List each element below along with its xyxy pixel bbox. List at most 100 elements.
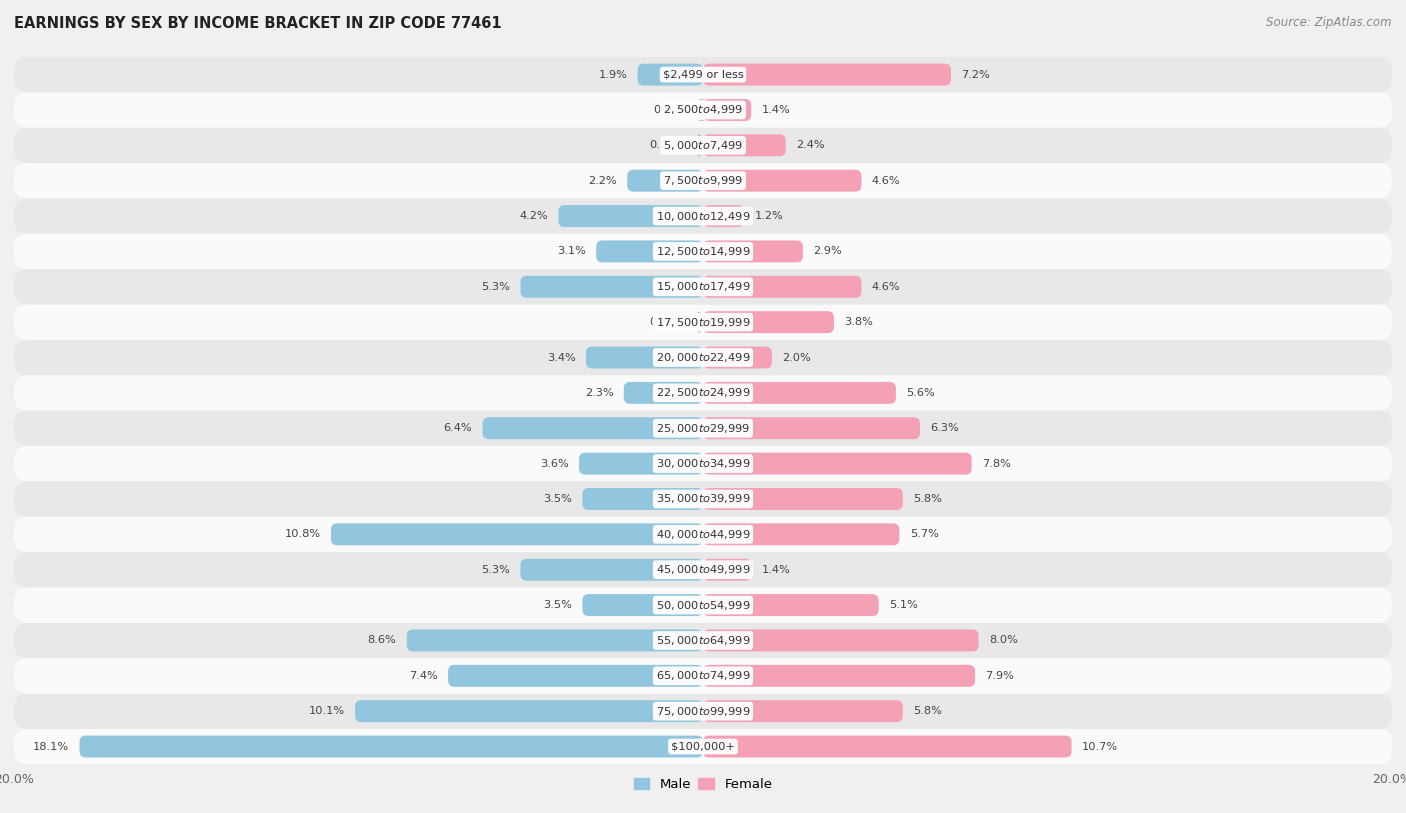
FancyBboxPatch shape <box>14 623 1392 659</box>
FancyBboxPatch shape <box>696 134 703 156</box>
Text: 1.9%: 1.9% <box>599 70 627 80</box>
Text: 10.1%: 10.1% <box>309 706 344 716</box>
FancyBboxPatch shape <box>703 700 903 722</box>
Text: $100,000+: $100,000+ <box>671 741 735 751</box>
FancyBboxPatch shape <box>703 417 920 439</box>
FancyBboxPatch shape <box>627 170 703 192</box>
Text: $25,000 to $29,999: $25,000 to $29,999 <box>655 422 751 435</box>
Text: 10.8%: 10.8% <box>284 529 321 539</box>
Text: 5.3%: 5.3% <box>481 565 510 575</box>
FancyBboxPatch shape <box>637 63 703 85</box>
Text: 1.4%: 1.4% <box>762 565 790 575</box>
FancyBboxPatch shape <box>703 488 903 510</box>
Text: 8.6%: 8.6% <box>368 636 396 646</box>
FancyBboxPatch shape <box>14 375 1392 411</box>
FancyBboxPatch shape <box>14 234 1392 269</box>
Text: $75,000 to $99,999: $75,000 to $99,999 <box>655 705 751 718</box>
FancyBboxPatch shape <box>703 382 896 404</box>
FancyBboxPatch shape <box>703 276 862 298</box>
FancyBboxPatch shape <box>14 57 1392 92</box>
FancyBboxPatch shape <box>14 128 1392 163</box>
Text: $22,500 to $24,999: $22,500 to $24,999 <box>655 386 751 399</box>
FancyBboxPatch shape <box>449 665 703 687</box>
Text: $7,500 to $9,999: $7,500 to $9,999 <box>664 174 742 187</box>
Text: 2.4%: 2.4% <box>796 141 825 150</box>
Text: $10,000 to $12,499: $10,000 to $12,499 <box>655 210 751 223</box>
FancyBboxPatch shape <box>582 594 703 616</box>
Text: $65,000 to $74,999: $65,000 to $74,999 <box>655 669 751 682</box>
FancyBboxPatch shape <box>696 311 703 333</box>
FancyBboxPatch shape <box>582 488 703 510</box>
Text: 5.6%: 5.6% <box>907 388 935 398</box>
FancyBboxPatch shape <box>14 587 1392 623</box>
Text: Source: ZipAtlas.com: Source: ZipAtlas.com <box>1267 16 1392 29</box>
FancyBboxPatch shape <box>14 163 1392 198</box>
FancyBboxPatch shape <box>14 411 1392 446</box>
Text: $30,000 to $34,999: $30,000 to $34,999 <box>655 457 751 470</box>
FancyBboxPatch shape <box>14 198 1392 234</box>
FancyBboxPatch shape <box>356 700 703 722</box>
FancyBboxPatch shape <box>703 524 900 546</box>
FancyBboxPatch shape <box>624 382 703 404</box>
Text: $55,000 to $64,999: $55,000 to $64,999 <box>655 634 751 647</box>
FancyBboxPatch shape <box>703 346 772 368</box>
Text: 3.5%: 3.5% <box>543 494 572 504</box>
FancyBboxPatch shape <box>14 446 1392 481</box>
FancyBboxPatch shape <box>703 665 976 687</box>
Text: 2.0%: 2.0% <box>782 353 811 363</box>
Text: 6.3%: 6.3% <box>931 424 959 433</box>
Text: 7.4%: 7.4% <box>409 671 437 680</box>
Text: $2,499 or less: $2,499 or less <box>662 70 744 80</box>
Text: 3.1%: 3.1% <box>557 246 586 256</box>
Text: EARNINGS BY SEX BY INCOME BRACKET IN ZIP CODE 77461: EARNINGS BY SEX BY INCOME BRACKET IN ZIP… <box>14 16 502 31</box>
Text: 3.5%: 3.5% <box>543 600 572 610</box>
Text: $17,500 to $19,999: $17,500 to $19,999 <box>655 315 751 328</box>
Text: $15,000 to $17,499: $15,000 to $17,499 <box>655 280 751 293</box>
Text: 4.6%: 4.6% <box>872 176 900 185</box>
FancyBboxPatch shape <box>14 659 1392 693</box>
FancyBboxPatch shape <box>703 99 751 121</box>
Text: 8.0%: 8.0% <box>988 636 1018 646</box>
FancyBboxPatch shape <box>14 517 1392 552</box>
Text: 1.2%: 1.2% <box>755 211 783 221</box>
FancyBboxPatch shape <box>14 481 1392 517</box>
Text: 1.4%: 1.4% <box>762 105 790 115</box>
FancyBboxPatch shape <box>14 92 1392 128</box>
FancyBboxPatch shape <box>703 311 834 333</box>
Legend: Male, Female: Male, Female <box>628 773 778 797</box>
Text: 10.7%: 10.7% <box>1083 741 1118 751</box>
Text: 7.2%: 7.2% <box>962 70 990 80</box>
FancyBboxPatch shape <box>520 276 703 298</box>
FancyBboxPatch shape <box>558 205 703 227</box>
Text: 3.4%: 3.4% <box>547 353 575 363</box>
FancyBboxPatch shape <box>14 693 1392 729</box>
Text: $12,500 to $14,999: $12,500 to $14,999 <box>655 245 751 258</box>
Text: 4.6%: 4.6% <box>872 282 900 292</box>
FancyBboxPatch shape <box>703 205 744 227</box>
FancyBboxPatch shape <box>596 241 703 263</box>
FancyBboxPatch shape <box>703 594 879 616</box>
Text: 0.22%: 0.22% <box>650 317 685 327</box>
Text: $40,000 to $44,999: $40,000 to $44,999 <box>655 528 751 541</box>
Text: 18.1%: 18.1% <box>34 741 69 751</box>
FancyBboxPatch shape <box>697 99 706 121</box>
Text: 2.3%: 2.3% <box>585 388 613 398</box>
FancyBboxPatch shape <box>406 629 703 651</box>
Text: $2,500 to $4,999: $2,500 to $4,999 <box>664 103 742 116</box>
Text: 7.8%: 7.8% <box>981 459 1011 468</box>
FancyBboxPatch shape <box>703 241 803 263</box>
Text: 4.2%: 4.2% <box>519 211 548 221</box>
Text: 3.6%: 3.6% <box>540 459 568 468</box>
FancyBboxPatch shape <box>703 559 751 580</box>
FancyBboxPatch shape <box>586 346 703 368</box>
Text: $20,000 to $22,499: $20,000 to $22,499 <box>655 351 751 364</box>
FancyBboxPatch shape <box>80 736 703 758</box>
Text: 0.22%: 0.22% <box>650 141 685 150</box>
Text: $50,000 to $54,999: $50,000 to $54,999 <box>655 598 751 611</box>
Text: 2.2%: 2.2% <box>588 176 617 185</box>
FancyBboxPatch shape <box>14 729 1392 764</box>
FancyBboxPatch shape <box>520 559 703 580</box>
Text: $45,000 to $49,999: $45,000 to $49,999 <box>655 563 751 576</box>
FancyBboxPatch shape <box>703 629 979 651</box>
Text: 7.9%: 7.9% <box>986 671 1014 680</box>
